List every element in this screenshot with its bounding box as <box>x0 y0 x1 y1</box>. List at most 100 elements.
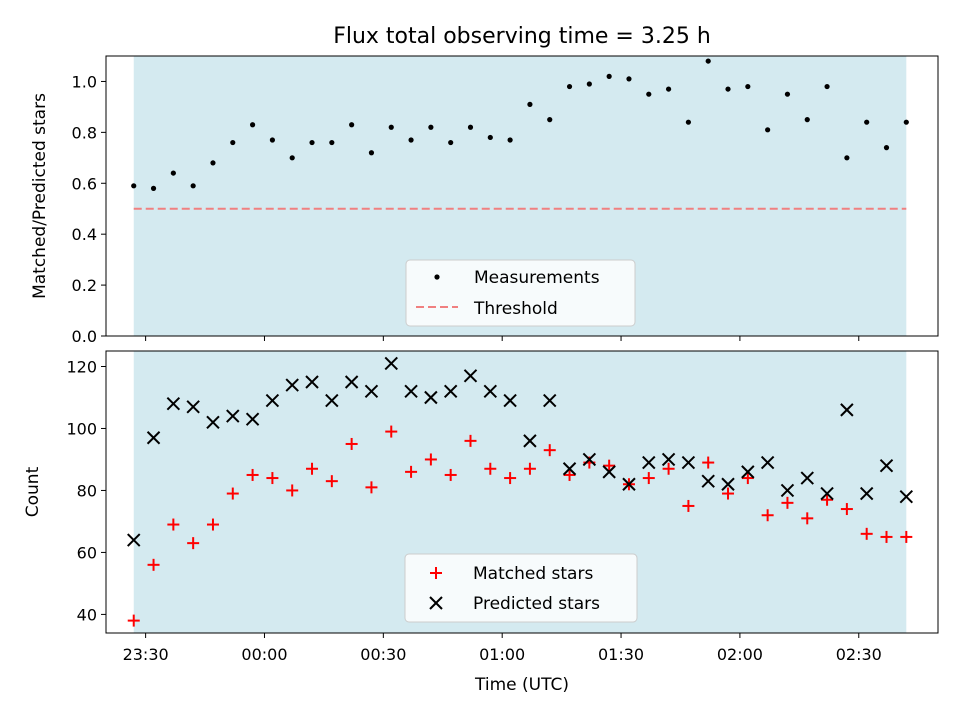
y-tick-label: 0.8 <box>72 123 97 142</box>
predicted-point <box>859 486 874 501</box>
measurement-point <box>131 183 137 189</box>
matched-point <box>345 437 358 450</box>
predicted-point <box>681 455 696 470</box>
measurement-point <box>349 122 355 128</box>
predicted-point <box>325 393 339 408</box>
measurement-point <box>428 124 434 130</box>
measurement-point <box>467 124 474 130</box>
matched-point <box>187 537 200 550</box>
bottom-axes-frame <box>105 350 939 634</box>
predicted-point <box>622 477 636 491</box>
predicted-point <box>780 483 795 498</box>
matched-point <box>385 425 398 438</box>
predicted-point <box>226 409 240 423</box>
y-tick-label: 120 <box>66 357 97 376</box>
predicted-point <box>186 400 200 414</box>
x-tick-label: 01:30 <box>598 645 644 664</box>
predicted-point <box>840 403 854 417</box>
measurement-point <box>527 101 533 107</box>
measurement-point <box>230 139 236 146</box>
measurement-point <box>309 139 315 146</box>
matched-point <box>206 518 219 531</box>
predicted-point <box>146 431 161 445</box>
legend-marker-measurements <box>434 274 440 280</box>
x-tick-label: 02:30 <box>836 645 882 664</box>
y-tick-label: 100 <box>66 419 97 438</box>
matched-point <box>603 459 616 472</box>
x-tick-label: 23:30 <box>123 645 169 664</box>
predicted-point <box>503 393 517 408</box>
predicted-point <box>245 412 260 426</box>
y-tick-label: 80 <box>77 481 97 500</box>
measurement-point <box>705 58 711 64</box>
predicted-point <box>206 415 220 429</box>
bottom-yticks: 40 60 80 100 120 <box>66 357 106 624</box>
measurement-point <box>190 183 196 189</box>
matched-point <box>801 512 814 525</box>
bottom-legend: Matched stars Predicted stars <box>404 553 638 623</box>
measurement-point <box>646 91 652 97</box>
predicted-point <box>562 462 577 476</box>
measurement-point <box>824 83 830 90</box>
predicted-point <box>741 465 755 479</box>
matched-point <box>365 481 378 494</box>
predicted-point <box>661 452 676 467</box>
legend-label-threshold: Threshold <box>473 299 558 319</box>
matched-point <box>286 484 299 497</box>
measurement-point <box>487 134 493 141</box>
matched-point <box>761 509 774 522</box>
matched-point <box>167 518 180 531</box>
predicted-point <box>384 356 398 371</box>
x-axis-label: Time (UTC) <box>474 675 569 695</box>
predicted-point <box>483 384 498 398</box>
matched-point <box>266 472 279 485</box>
predicted-point <box>582 452 597 467</box>
measurement-point <box>586 81 592 87</box>
y-tick-label: 1.0 <box>72 72 97 91</box>
y-tick-label: 0.2 <box>72 276 97 295</box>
predicted-point <box>285 378 299 392</box>
matched-point <box>682 499 695 512</box>
measurement-point <box>170 170 176 176</box>
matched-point <box>741 472 754 485</box>
measurement-point <box>903 119 909 125</box>
matched-point <box>147 558 160 571</box>
matched-point <box>246 468 259 481</box>
predicted-point <box>701 474 715 488</box>
matched-point <box>424 453 437 466</box>
measurement-point <box>685 119 692 125</box>
measurement-point <box>606 73 612 79</box>
predicted-point <box>820 486 834 501</box>
measurement-point <box>269 137 275 143</box>
matched-point <box>226 487 239 500</box>
measurement-point <box>150 185 157 191</box>
matched-point <box>306 462 319 475</box>
matched-point <box>722 487 735 500</box>
matched-point <box>504 472 517 485</box>
measurement-point <box>725 86 731 92</box>
predicted-point <box>166 396 181 411</box>
matched-point <box>405 465 418 478</box>
matched-point <box>444 468 457 481</box>
top-axes-frame <box>105 55 939 337</box>
measurement-point <box>388 124 394 130</box>
predicted-point <box>800 471 814 485</box>
chart-title: Flux total observing time = 3.25 h <box>333 24 711 49</box>
measurement-point <box>804 117 810 123</box>
top-yticks: 0.0 0.2 0.4 0.6 0.8 1.0 <box>72 72 106 346</box>
bottom-xticks: 23:30 00:00 00:30 01:00 01:30 02:00 02:30 <box>123 633 882 664</box>
matched-point <box>325 475 338 488</box>
y-tick-label: 60 <box>77 543 97 562</box>
x-tick-label: 00:00 <box>241 645 287 664</box>
predicted-point <box>404 384 418 398</box>
matched-point <box>543 444 556 457</box>
matched-point <box>127 614 140 627</box>
matched-point <box>662 462 675 475</box>
measurement-point <box>844 155 850 161</box>
predicted-point <box>127 533 141 547</box>
top-points <box>131 58 909 191</box>
top-y-axis-label: Matched/Predicted stars <box>30 93 50 299</box>
measurement-point <box>289 155 295 161</box>
measurement-point <box>784 91 791 97</box>
